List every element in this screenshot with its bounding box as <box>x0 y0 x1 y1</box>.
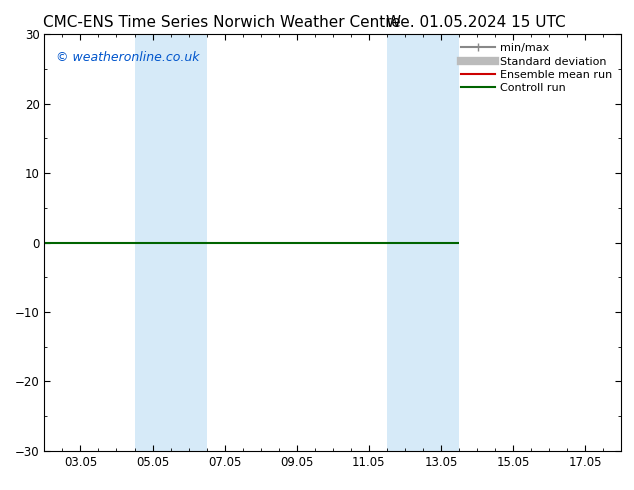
Legend: min/max, Standard deviation, Ensemble mean run, Controll run: min/max, Standard deviation, Ensemble me… <box>458 40 616 97</box>
Text: © weatheronline.co.uk: © weatheronline.co.uk <box>56 51 200 64</box>
Bar <box>423 34 459 451</box>
Bar <box>387 34 423 451</box>
Text: CMC-ENS Time Series Norwich Weather Centre: CMC-ENS Time Series Norwich Weather Cent… <box>43 15 401 30</box>
Text: We. 01.05.2024 15 UTC: We. 01.05.2024 15 UTC <box>385 15 566 30</box>
Bar <box>171 34 207 451</box>
Bar <box>134 34 171 451</box>
